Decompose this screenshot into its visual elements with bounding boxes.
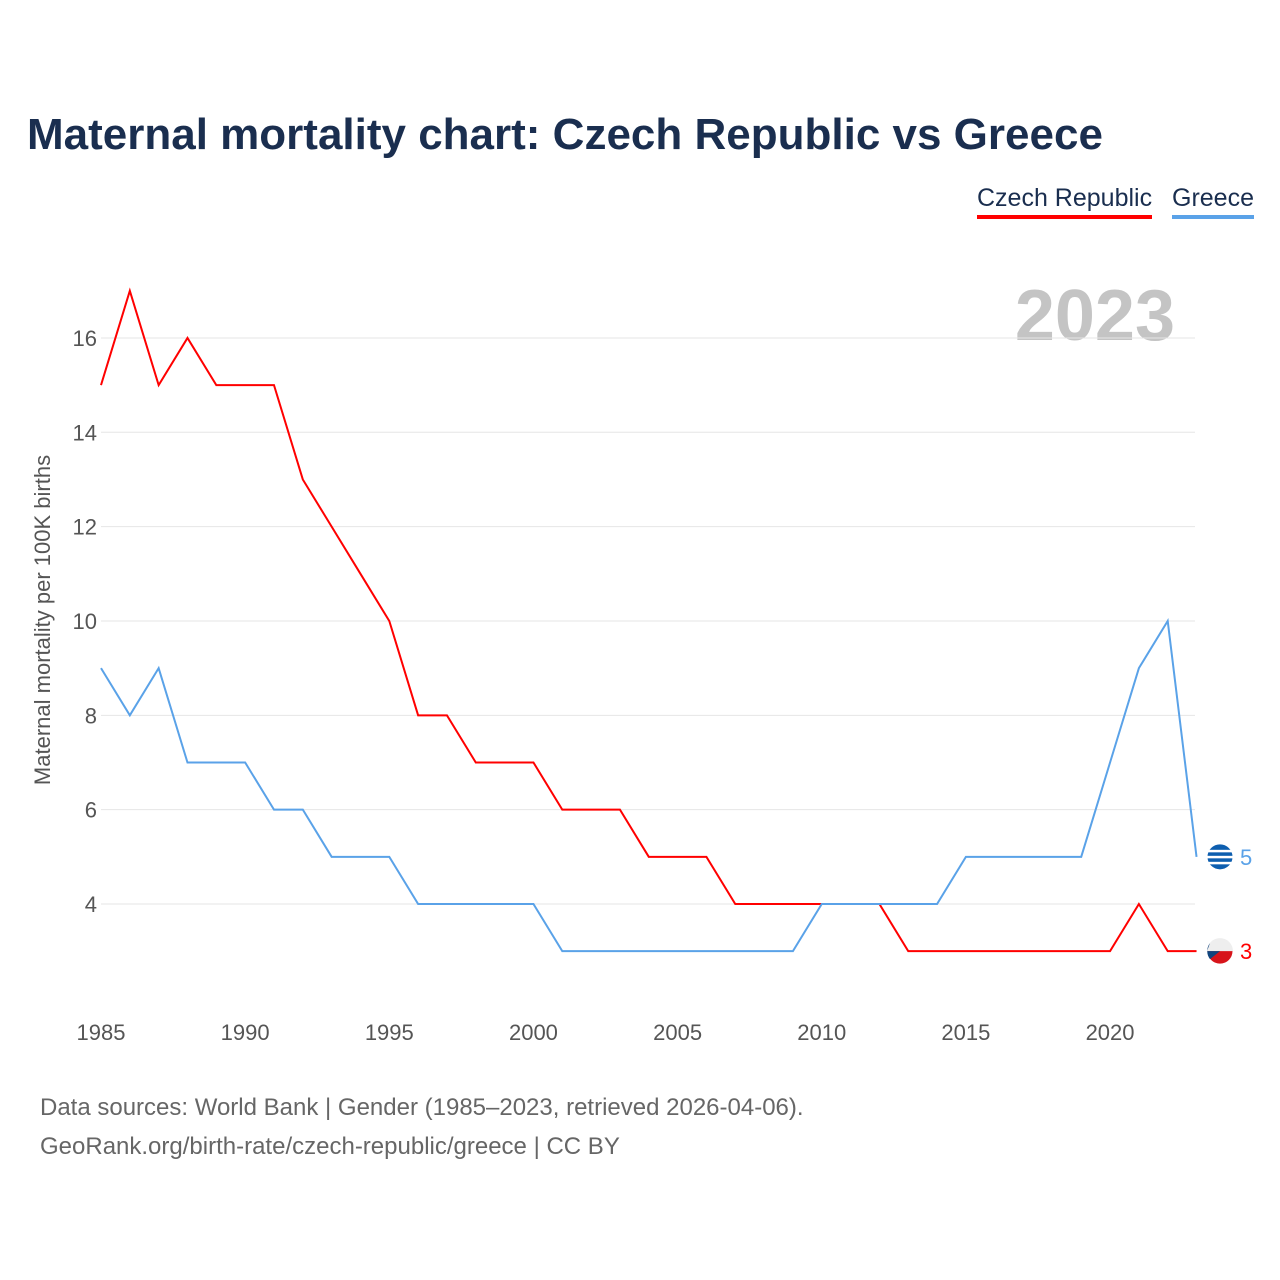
y-tick-label: 4 bbox=[85, 892, 97, 917]
year-watermark: 2023 bbox=[1015, 276, 1175, 356]
y-tick-label: 14 bbox=[73, 420, 97, 445]
series-line-greece bbox=[100, 618, 1198, 953]
flag-stripe bbox=[1207, 849, 1233, 853]
chart-title: Maternal mortality chart: Czech Republic… bbox=[27, 110, 1103, 159]
source-link[interactable]: GeoRank.org/birth-rate/czech-republic/gr… bbox=[40, 1133, 620, 1160]
legend-greece[interactable]: Greece bbox=[1172, 184, 1254, 219]
x-tick-label: 2015 bbox=[941, 1020, 990, 1045]
series-line-czech-republic bbox=[100, 287, 1197, 953]
x-tick-label: 1995 bbox=[365, 1020, 414, 1045]
y-tick-label: 8 bbox=[85, 703, 97, 728]
y-axis-label: Maternal mortality per 100K births bbox=[30, 455, 55, 785]
x-tick-label: 2020 bbox=[1086, 1020, 1135, 1045]
y-tick-label: 16 bbox=[73, 326, 97, 351]
flag-white-half bbox=[1207, 938, 1233, 952]
end-value-label: 3 bbox=[1240, 939, 1252, 964]
y-tick-label: 6 bbox=[85, 798, 97, 823]
x-tick-label: 2005 bbox=[653, 1020, 702, 1045]
x-tick-label: 1985 bbox=[77, 1020, 126, 1045]
y-tick-label: 12 bbox=[73, 515, 97, 540]
flag-stripe bbox=[1207, 855, 1233, 859]
flag-stripe bbox=[1207, 861, 1233, 865]
end-value-label: 5 bbox=[1240, 845, 1252, 870]
source-text: Data sources: World Bank | Gender (1985–… bbox=[40, 1094, 804, 1121]
x-tick-label: 2010 bbox=[797, 1020, 846, 1045]
footer: Data sources: World Bank | Gender (1985–… bbox=[40, 1088, 804, 1166]
x-tick-label: 2000 bbox=[509, 1020, 558, 1045]
y-tick-label: 10 bbox=[73, 609, 97, 634]
x-tick-label: 1990 bbox=[221, 1020, 270, 1045]
legend-czech-republic[interactable]: Czech Republic bbox=[977, 184, 1153, 219]
flag-blue-triangle bbox=[1207, 943, 1220, 960]
